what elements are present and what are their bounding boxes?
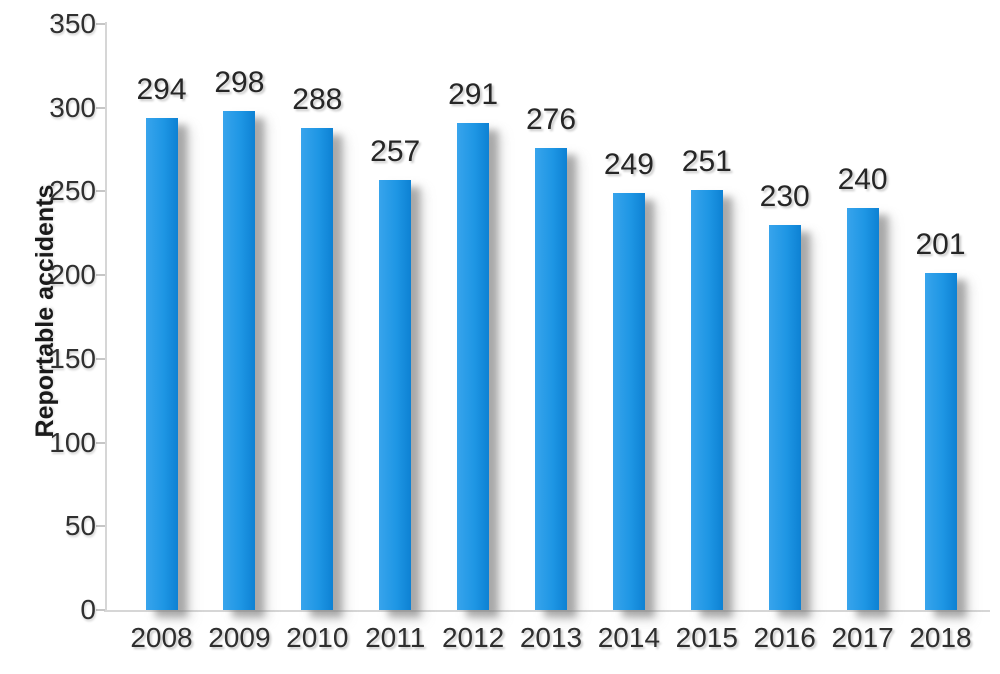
- y-axis-tick: [96, 357, 105, 360]
- x-category-label: 2011: [365, 622, 426, 653]
- y-axis-tick: [96, 274, 105, 277]
- bar: [846, 208, 879, 610]
- y-axis-tick-label: 100: [49, 426, 96, 458]
- bar: [768, 224, 801, 610]
- y-axis-tick-label: 250: [49, 175, 96, 207]
- y-axis-tick-label: 350: [49, 8, 96, 39]
- y-axis-tick-label: 50: [64, 510, 96, 542]
- y-axis-tick-label: 0: [80, 594, 96, 625]
- bar-value-label: 249: [603, 148, 654, 182]
- bar-value-label: 294: [136, 72, 187, 106]
- y-axis-tick: [96, 190, 105, 193]
- x-category-label: 2013: [519, 622, 583, 653]
- y-axis-tick: [96, 441, 105, 444]
- x-category-label: 2010: [286, 622, 349, 653]
- y-axis-tick: [96, 23, 105, 25]
- bar: [379, 179, 412, 610]
- bar-value-label: 240: [837, 163, 888, 197]
- bar: [145, 117, 178, 610]
- y-axis-tick-label: 300: [49, 91, 96, 123]
- bar-value-label: 298: [214, 66, 265, 100]
- x-category-label: 2018: [909, 622, 972, 653]
- x-category-label: 2017: [831, 622, 894, 653]
- bar: [301, 127, 334, 610]
- y-axis-tick-label: 200: [49, 259, 96, 291]
- bar-value-label: 257: [370, 134, 421, 168]
- x-category-label: 2009: [208, 622, 271, 653]
- y-axis-tick: [96, 106, 105, 109]
- bar-value-label: 288: [292, 82, 343, 116]
- x-axis-line: [104, 610, 990, 612]
- x-category-label: 2015: [675, 622, 738, 653]
- bar: [457, 122, 490, 610]
- bar: [924, 273, 957, 610]
- y-axis-line: [105, 22, 107, 611]
- bar-value-label: 230: [759, 179, 810, 213]
- y-axis-tick-label: 150: [49, 342, 96, 374]
- bar: [612, 193, 645, 610]
- x-category-label: 2014: [597, 622, 661, 653]
- bar-value-label: 291: [448, 77, 499, 111]
- bar-value-label: 251: [681, 144, 732, 178]
- x-category-label: 2012: [441, 622, 505, 653]
- bar: [690, 189, 723, 610]
- y-axis-tick: [96, 609, 105, 611]
- x-category-label: 2016: [753, 622, 816, 653]
- bar-value-label: 201: [915, 228, 966, 262]
- bar: [223, 111, 256, 610]
- bar: [535, 147, 567, 610]
- bar-value-label: 276: [525, 102, 577, 136]
- x-category-label: 2008: [130, 622, 193, 653]
- y-axis-tick: [96, 525, 105, 528]
